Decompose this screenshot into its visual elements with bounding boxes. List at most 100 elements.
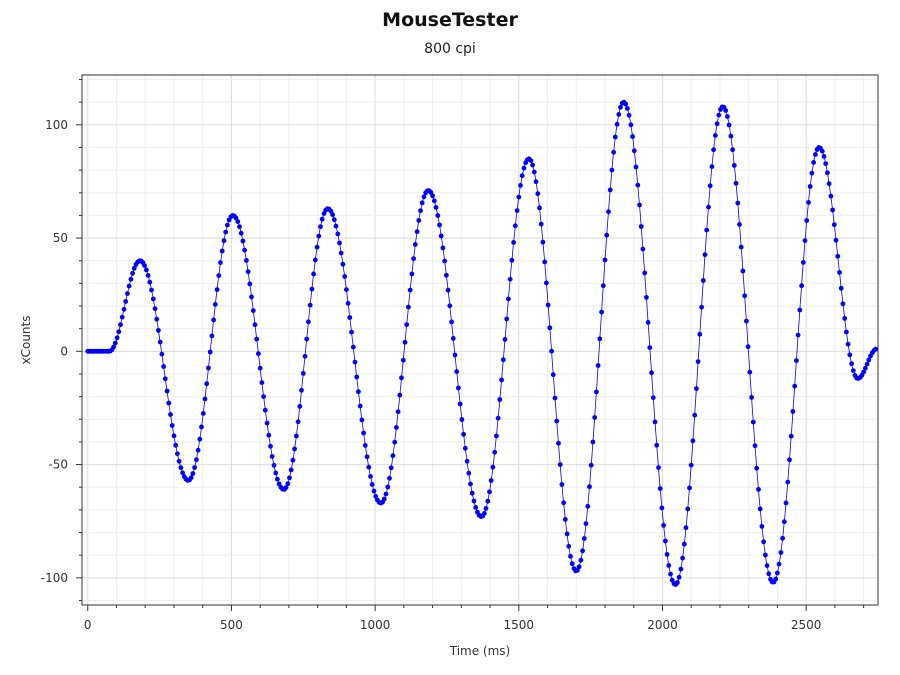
data-point	[404, 322, 410, 327]
data-point	[714, 121, 720, 127]
data-point	[354, 374, 360, 380]
data-point	[599, 309, 604, 315]
data-point	[675, 580, 680, 585]
data-point	[437, 222, 442, 228]
data-point	[438, 233, 444, 239]
data-point	[802, 238, 808, 244]
data-point	[240, 238, 246, 244]
data-point	[206, 365, 211, 371]
data-point	[792, 383, 798, 389]
data-point	[531, 169, 537, 175]
data-point	[131, 265, 137, 271]
data-point	[156, 328, 161, 333]
data-point	[813, 152, 818, 157]
data-point	[416, 218, 422, 223]
data-point	[209, 333, 215, 339]
data-point	[257, 365, 263, 371]
data-point	[204, 381, 210, 387]
data-point	[126, 283, 132, 289]
data-point	[461, 431, 466, 437]
data-point	[245, 269, 251, 275]
data-point	[249, 294, 254, 300]
data-point	[299, 387, 304, 393]
data-point	[487, 489, 492, 495]
data-point	[713, 133, 718, 138]
data-point	[499, 377, 504, 383]
data-point	[202, 396, 208, 402]
data-point	[462, 445, 468, 451]
data-point	[168, 412, 173, 417]
data-point	[663, 538, 668, 544]
data-point	[576, 564, 582, 570]
data-point	[180, 470, 186, 476]
data-point	[302, 353, 308, 359]
data-point	[650, 395, 656, 401]
data-point	[535, 191, 541, 197]
data-point	[581, 536, 587, 541]
data-point	[456, 385, 461, 391]
data-point	[606, 209, 611, 215]
data-point	[837, 270, 842, 275]
data-point	[392, 439, 398, 445]
data-point	[766, 571, 772, 577]
data-point	[466, 470, 472, 476]
data-point	[297, 404, 303, 409]
data-point	[809, 170, 815, 176]
data-point	[247, 281, 253, 287]
data-point	[440, 245, 446, 251]
data-point	[618, 104, 623, 110]
data-point	[811, 160, 816, 165]
data-point	[504, 316, 510, 322]
data-point	[512, 223, 518, 229]
y-tick-label: 50	[53, 231, 68, 245]
data-point	[176, 458, 182, 464]
data-point	[250, 308, 256, 313]
data-point	[445, 287, 451, 293]
data-point	[197, 436, 203, 442]
data-point	[316, 233, 322, 239]
data-point	[294, 433, 299, 439]
data-point	[631, 148, 637, 154]
data-point	[194, 457, 199, 463]
data-point	[418, 208, 423, 214]
data-point	[383, 491, 389, 497]
data-point	[449, 319, 454, 325]
data-point	[507, 276, 513, 282]
data-point	[262, 407, 268, 413]
data-point	[154, 316, 160, 322]
data-point	[214, 287, 220, 292]
data-point	[144, 267, 149, 273]
data-point	[588, 462, 594, 468]
data-point	[452, 352, 458, 358]
data-point	[709, 164, 715, 170]
data-point	[268, 443, 273, 449]
data-point	[844, 329, 849, 335]
data-point	[761, 539, 766, 545]
data-point	[500, 357, 506, 363]
data-point	[547, 325, 553, 331]
data-point	[556, 440, 561, 446]
data-point	[300, 371, 306, 376]
data-point	[481, 511, 487, 516]
data-point	[825, 170, 830, 176]
data-point	[821, 154, 827, 159]
data-point	[485, 498, 491, 504]
data-point	[218, 260, 223, 265]
data-point	[162, 376, 168, 382]
data-point	[254, 336, 260, 342]
data-point	[806, 200, 811, 205]
data-point	[373, 493, 379, 499]
data-point	[583, 521, 589, 526]
data-point	[171, 433, 177, 439]
data-point	[604, 232, 610, 238]
data-point	[368, 474, 373, 479]
data-point	[595, 363, 601, 368]
data-point	[742, 293, 748, 299]
chart-subtitle: 800 cpi	[424, 41, 476, 57]
data-point	[664, 552, 670, 557]
data-point	[350, 344, 356, 350]
data-point	[387, 475, 392, 481]
data-point	[421, 194, 427, 200]
data-point	[635, 182, 641, 188]
